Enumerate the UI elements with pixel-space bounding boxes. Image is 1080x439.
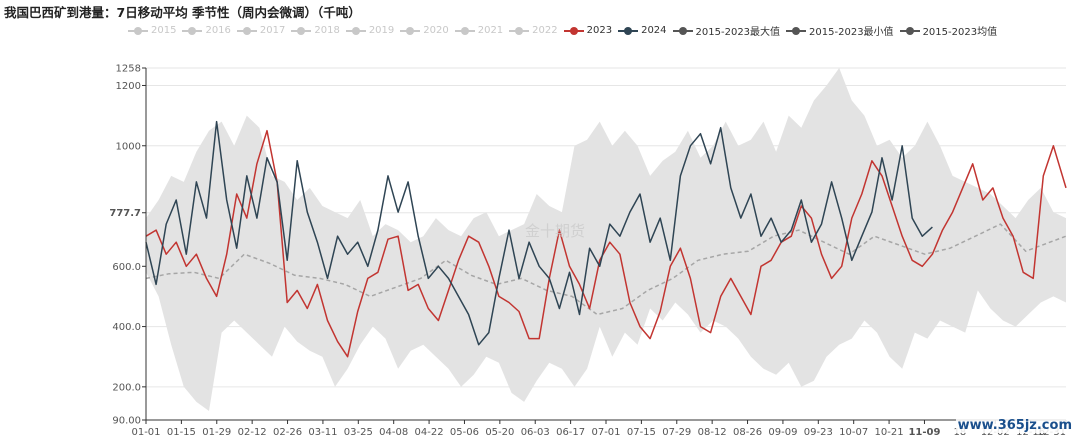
x-tick-label: 02-26 (273, 427, 302, 438)
series-lines (145, 120, 1067, 358)
legend-marker-icon (128, 26, 148, 36)
legend-item[interactable]: 2024 (618, 25, 667, 36)
legend-label: 2022 (532, 25, 558, 36)
x-tick-label: 07-15 (627, 427, 656, 438)
legend-item[interactable]: 2020 (400, 25, 449, 36)
legend-item[interactable]: 2021 (454, 25, 504, 36)
legend-item[interactable]: 2017 (236, 25, 286, 36)
chart-title: 我国巴西矿到港量：7日移动平均 季节性（周内会微调）（千吨） (4, 5, 361, 20)
legend-item[interactable]: 2023 (563, 25, 613, 36)
x-tick-label: 09-23 (804, 427, 833, 438)
x-tick-label: 03-11 (308, 427, 337, 438)
y-tick-label: 400.0 (112, 322, 141, 333)
legend-marker-icon (899, 26, 920, 36)
legend-label: 2018 (314, 25, 340, 36)
site-watermark: www.365jz.com (955, 418, 1074, 433)
legend-label: 2024 (641, 25, 667, 36)
x-tick-label: 10-07 (839, 427, 868, 438)
legend-label: 2016 (205, 25, 231, 36)
x-tick-label: 04-22 (415, 427, 444, 438)
x-tick-label: 01-01 (131, 427, 160, 438)
legend-item[interactable]: 2015-2023均值 (899, 23, 998, 38)
legend-item[interactable]: 2022 (509, 25, 558, 36)
legend-marker-icon (563, 26, 584, 36)
x-tick-label: 10-21 (875, 427, 904, 438)
x-tick-label: 06-03 (521, 427, 550, 438)
legend-marker-icon (400, 26, 421, 36)
legend-item[interactable]: 2016 (182, 25, 231, 36)
x-tick-label: 09-09 (768, 427, 797, 438)
x-tick-label: 08-12 (698, 427, 727, 438)
legend-marker-icon (454, 26, 475, 36)
legend-marker-icon (672, 26, 693, 36)
legend-item[interactable]: 2015 (128, 25, 176, 36)
y-tick-label: 200.0 (112, 382, 141, 393)
axes: 90.00 200.0 400.0 600.0 777.7 1000 1200 1258 01-… (109, 64, 1067, 438)
y-tick-label: 1000 (116, 141, 141, 152)
legend-label: 2017 (259, 25, 286, 36)
x-tick-label: 01-29 (202, 427, 231, 438)
chart-legend: 2015 2016 2017 2018 2019 2020 2021 2022 2023 2024… (128, 23, 997, 38)
legend-marker-icon (182, 26, 203, 36)
legend-marker-icon (786, 26, 807, 36)
x-tick-label: 07-01 (591, 427, 620, 438)
y-tick-label: 90.00 (112, 416, 141, 427)
legend-label: 2015-2023最小值 (809, 27, 894, 38)
x-tick-label: 05-20 (485, 427, 514, 438)
x-tick-label: 11-09 (908, 427, 940, 438)
legend-item[interactable]: 2015-2023最大值 (672, 23, 781, 38)
legend-label: 2020 (423, 25, 449, 36)
x-tick-label: 05-06 (450, 427, 479, 438)
legend-marker-icon (236, 26, 257, 36)
legend-marker-icon (291, 26, 312, 36)
x-tick-label: 07-29 (662, 427, 691, 438)
x-tick-label: 04-08 (379, 427, 408, 438)
series-line (145, 223, 1067, 316)
watermark-text: 金十期货 (525, 222, 585, 240)
legend-label: 2021 (477, 25, 504, 36)
x-tick-label: 01-15 (167, 427, 196, 438)
y-tick-label: 1200 (116, 81, 141, 92)
y-tick-label: 777.7 (109, 208, 141, 219)
legend-label: 2015 (151, 25, 177, 36)
legend-item[interactable]: 2018 (291, 25, 340, 36)
legend-label: 2023 (586, 25, 613, 36)
legend-marker-icon (618, 26, 639, 36)
series-line (145, 129, 1067, 358)
x-tick-label: 03-25 (344, 427, 373, 438)
legend-marker-icon (509, 26, 530, 36)
x-tick-label: 06-17 (556, 427, 585, 438)
x-tick-label: 08-26 (733, 427, 762, 438)
series-line (145, 120, 933, 346)
x-tick-label: 02-12 (238, 427, 267, 438)
legend-label: 2015-2023均值 (922, 27, 998, 38)
legend-marker-icon (345, 26, 366, 36)
legend-label: 2019 (368, 25, 395, 36)
legend-label: 2015-2023最大值 (695, 27, 781, 38)
legend-item[interactable]: 2015-2023最小值 (786, 23, 894, 38)
y-tick-label: 1258 (116, 64, 141, 75)
y-tick-label: 600.0 (112, 262, 141, 273)
legend-item[interactable]: 2019 (345, 25, 395, 36)
